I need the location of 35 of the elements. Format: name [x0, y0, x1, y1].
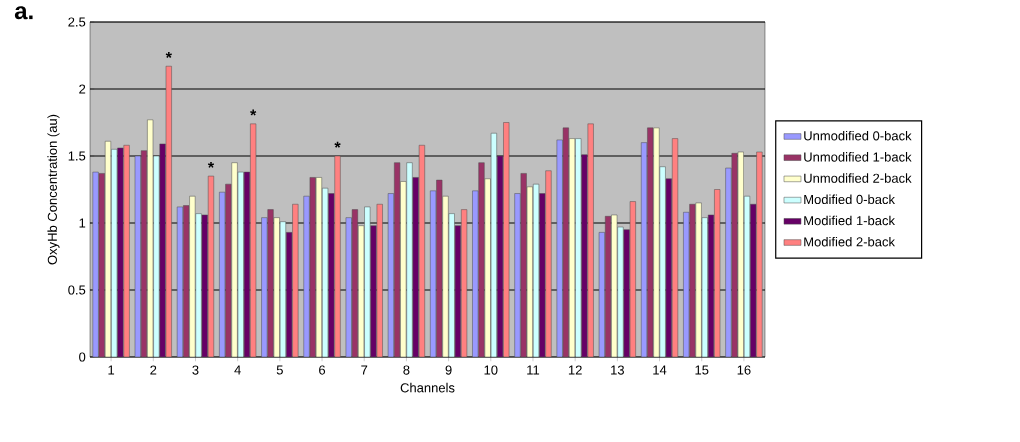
y-tick-label: 0.5	[68, 285, 86, 295]
x-tick-label: 16	[737, 365, 751, 375]
x-tick-label: 6	[319, 365, 326, 375]
y-tick-label: 2	[79, 84, 86, 94]
x-tick-label: 1	[108, 365, 115, 375]
x-tick-label: 5	[276, 365, 283, 375]
annotation: *	[207, 161, 215, 168]
legend-label: Modified 2-back	[804, 236, 895, 247]
legend-label: Unmodified 1-back	[804, 152, 912, 162]
x-tick-label: 8	[403, 365, 410, 375]
x-tick-label: 3	[192, 365, 199, 375]
y-tick-label: 0	[79, 352, 86, 362]
y-tick-label: 1	[79, 218, 86, 228]
y-tick-label: 2.5	[68, 17, 86, 27]
x-tick-label: 4	[234, 365, 241, 375]
x-tick-label: 11	[527, 365, 540, 375]
text: a.	[14, 6, 33, 20]
x-tick-label: 10	[484, 365, 498, 375]
legend-label: Unmodified 2-back	[804, 173, 912, 183]
x-tick-label: 15	[695, 365, 709, 375]
x-tick-label: 14	[653, 365, 667, 375]
x-tick-label: 7	[361, 365, 368, 375]
x-axis-title: Channels	[400, 382, 455, 393]
x-tick-label: 2	[150, 365, 157, 375]
legend-label: Modified 0-back	[804, 194, 895, 205]
y-axis-title: OxyHb Concentration (au)	[47, 114, 60, 265]
x-tick-label: 13	[611, 365, 624, 375]
annotation: *	[250, 109, 257, 116]
annotation: *	[165, 52, 172, 58]
legend-label: Modified 1-back	[804, 215, 895, 226]
annotation: *	[334, 141, 341, 148]
y-tick-label: 1.5	[68, 151, 86, 161]
x-tick-label: 9	[445, 365, 452, 375]
legend-label: Unmodified 0-back	[804, 130, 912, 141]
x-tick-label: 12	[568, 365, 582, 375]
